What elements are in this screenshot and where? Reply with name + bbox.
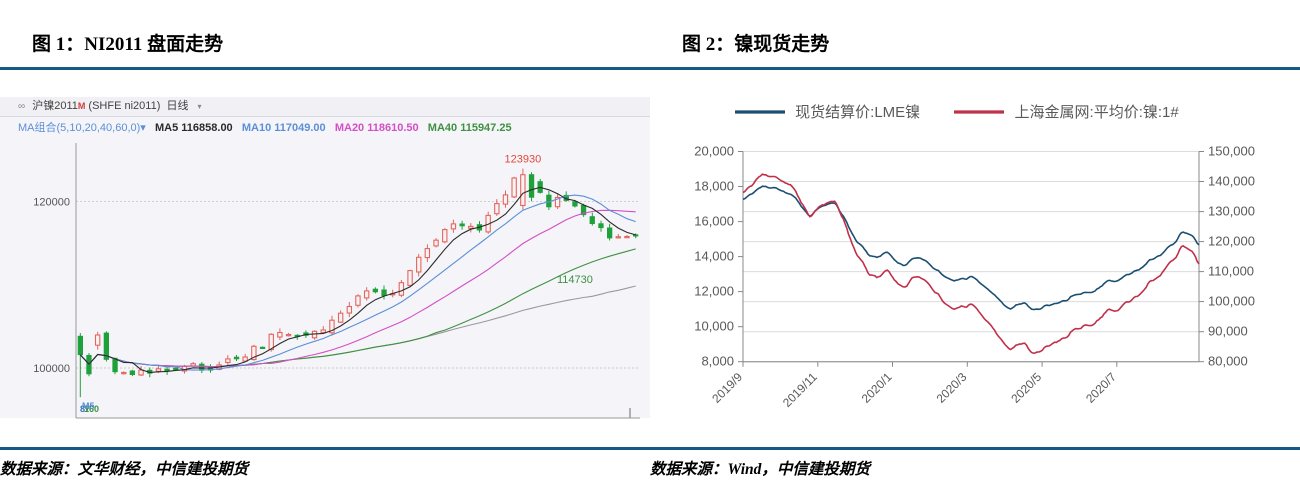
- svg-text:2019/11: 2019/11: [780, 370, 820, 410]
- svg-text:2020/7: 2020/7: [1083, 370, 1119, 406]
- svg-text:18,000: 18,000: [694, 179, 734, 194]
- svg-text:2020/1: 2020/1: [859, 370, 895, 406]
- svg-text:114730: 114730: [557, 274, 593, 286]
- svg-text:150,000: 150,000: [1208, 144, 1255, 159]
- svg-text:110,000: 110,000: [1208, 264, 1254, 279]
- svg-text:M5: M5: [82, 401, 95, 411]
- svg-text:100000: 100000: [33, 363, 70, 375]
- svg-text:2020/3: 2020/3: [934, 370, 970, 406]
- svg-text:2019/9: 2019/9: [709, 370, 745, 406]
- svg-text:2020/5: 2020/5: [1008, 370, 1044, 406]
- svg-text:12,000: 12,000: [694, 284, 734, 299]
- svg-text:20,000: 20,000: [694, 144, 734, 159]
- svg-text:8,000: 8,000: [701, 354, 734, 369]
- svg-text:130,000: 130,000: [1208, 204, 1255, 219]
- svg-text:120000: 120000: [33, 196, 70, 208]
- svg-text:100,000: 100,000: [1208, 294, 1255, 309]
- svg-text:14,000: 14,000: [694, 249, 734, 264]
- svg-text:120,000: 120,000: [1208, 234, 1255, 249]
- svg-text:80,000: 80,000: [1208, 354, 1248, 369]
- svg-text:140,000: 140,000: [1208, 174, 1255, 189]
- svg-text:16,000: 16,000: [694, 214, 734, 229]
- svg-text:123930: 123930: [505, 154, 542, 166]
- svg-text:10,000: 10,000: [694, 319, 734, 334]
- svg-text:90,000: 90,000: [1208, 324, 1248, 339]
